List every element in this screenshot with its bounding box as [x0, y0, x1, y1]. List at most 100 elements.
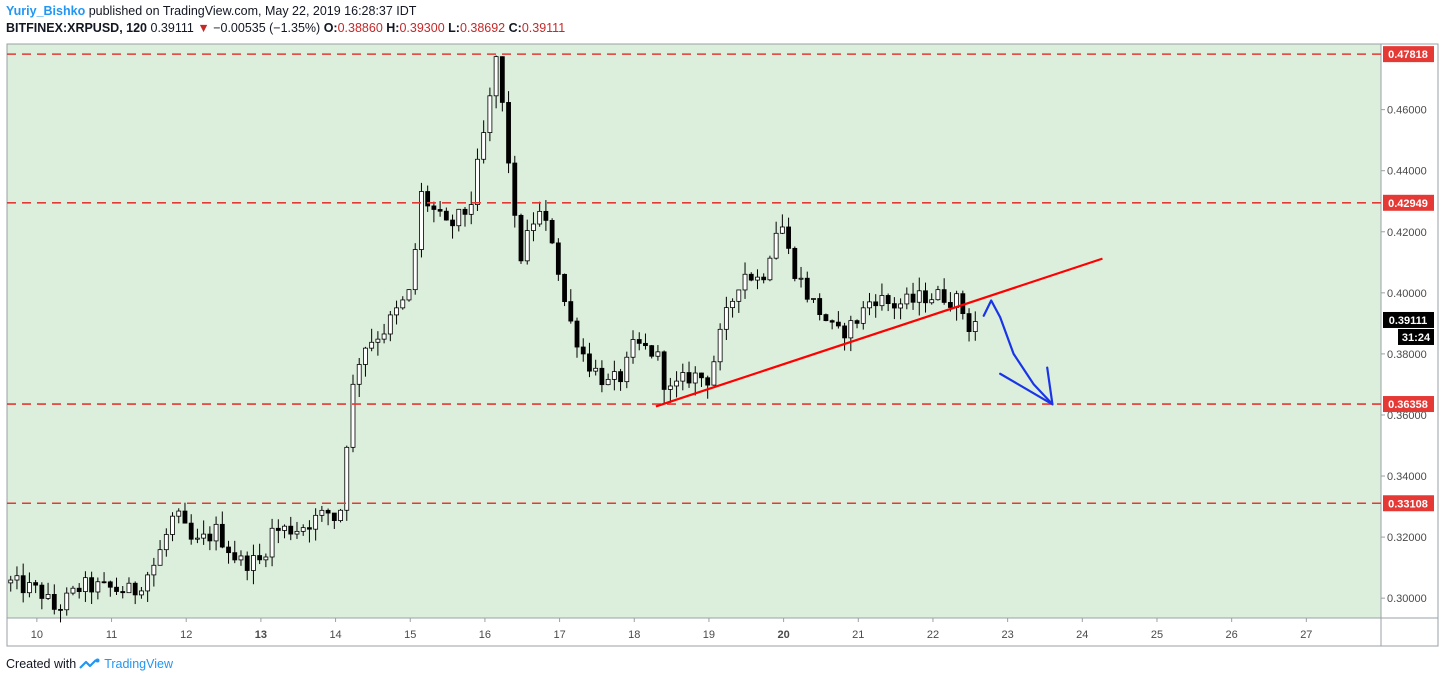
candle-body [257, 555, 263, 561]
candle-body [811, 298, 816, 300]
candle-body [867, 301, 872, 309]
x-tick-label: 10 [31, 629, 43, 641]
candle-body [885, 295, 891, 304]
candle-body [263, 556, 269, 561]
y-tick-label: 0.38000 [1387, 349, 1427, 361]
close-value: 0.39111 [521, 21, 566, 35]
x-tick-label: 11 [106, 629, 117, 641]
candle-body [674, 380, 679, 387]
author-link[interactable]: Yuriy_Bishko [6, 4, 86, 18]
level-price-text: 0.47818 [1388, 49, 1428, 61]
candle-body [798, 277, 804, 280]
candle-body [450, 219, 455, 227]
candle-body [705, 377, 711, 386]
candle-body [966, 313, 972, 333]
candle-body [823, 314, 829, 322]
candle-body [580, 346, 586, 355]
down-arrow-icon: ▼ [197, 21, 210, 35]
candle-body [512, 162, 518, 216]
candle-body [157, 549, 163, 566]
candle-body [151, 564, 157, 576]
low-label: L: [448, 21, 460, 35]
candle-body [555, 242, 561, 275]
x-tick-label: 19 [703, 629, 715, 641]
open-label: O: [323, 21, 338, 35]
created-with-label: Created with [6, 657, 77, 671]
candle-body [394, 307, 399, 316]
candle-body [182, 510, 188, 524]
candle-body [425, 191, 431, 207]
x-tick-label: 24 [1076, 629, 1088, 641]
candle-body [599, 367, 605, 386]
candle-body [400, 299, 406, 309]
candle-body [95, 581, 101, 593]
candle-body [643, 342, 648, 347]
candle-body [307, 527, 312, 530]
candle-body [369, 341, 375, 349]
y-tick-label: 0.40000 [1387, 288, 1427, 300]
candle-body [363, 347, 368, 365]
candle-body [593, 367, 599, 372]
chart-footer: Created with TradingView [6, 657, 173, 671]
candle-body [692, 372, 698, 384]
level-price-text: 0.42949 [1388, 198, 1428, 210]
candle-body [406, 289, 412, 301]
candle-body [170, 515, 175, 535]
chart-header: Yuriy_Bishko published on TradingView.co… [6, 3, 565, 37]
level-price-tag [1383, 396, 1434, 413]
candle-body [531, 223, 536, 231]
candle-body [524, 230, 530, 262]
candle-body [344, 446, 350, 511]
candle-body [842, 325, 847, 339]
tradingview-brand-link[interactable]: TradingView [104, 657, 173, 671]
candle-body [873, 301, 879, 307]
candle-body [686, 372, 692, 384]
candle-body [437, 209, 443, 212]
publish-line: Yuriy_Bishko published on TradingView.co… [6, 3, 565, 20]
candle-body [624, 356, 630, 383]
candle-body [630, 339, 636, 358]
candle-body [499, 56, 505, 103]
candle-body [481, 132, 487, 160]
candle-body [176, 510, 182, 517]
candle-body [649, 345, 655, 357]
x-tick-label: 21 [852, 629, 864, 641]
plot-border [6, 43, 1439, 647]
candle-body [232, 552, 238, 561]
candle-body [132, 582, 138, 596]
x-tick-label: 22 [927, 629, 939, 641]
projection-arrow-head [999, 366, 1054, 406]
candle-body [114, 586, 119, 592]
candle-body [145, 574, 151, 592]
y-tick-label: 0.44000 [1387, 166, 1427, 178]
candle-body [201, 533, 207, 539]
level-price-tag [1383, 495, 1434, 512]
candle-body [730, 300, 735, 309]
candle-body [891, 303, 897, 309]
candle-body [947, 302, 953, 308]
candle-body [20, 575, 26, 594]
candle-body [537, 210, 543, 225]
candle-body [319, 509, 325, 516]
candle-body [767, 257, 773, 281]
candle-body [64, 592, 70, 611]
candle-body [860, 307, 866, 324]
candle-body [419, 191, 424, 250]
close-label: C: [508, 21, 522, 35]
candle-body [331, 512, 337, 521]
candle-body [543, 210, 549, 221]
candle-body [792, 247, 798, 279]
candle-body [356, 364, 362, 385]
candle-body [456, 208, 462, 227]
y-tick-label: 0.34000 [1387, 471, 1427, 483]
candle-body [804, 277, 810, 300]
candle-body [923, 290, 928, 304]
candle-body [101, 581, 107, 584]
countdown-text: 31:24 [1402, 332, 1431, 344]
x-tick-label: 17 [553, 629, 565, 641]
candle-body [14, 575, 20, 581]
y-tick-label: 0.36000 [1387, 410, 1427, 422]
candle-body [475, 158, 480, 205]
y-tick-label: 0.30000 [1387, 593, 1427, 605]
